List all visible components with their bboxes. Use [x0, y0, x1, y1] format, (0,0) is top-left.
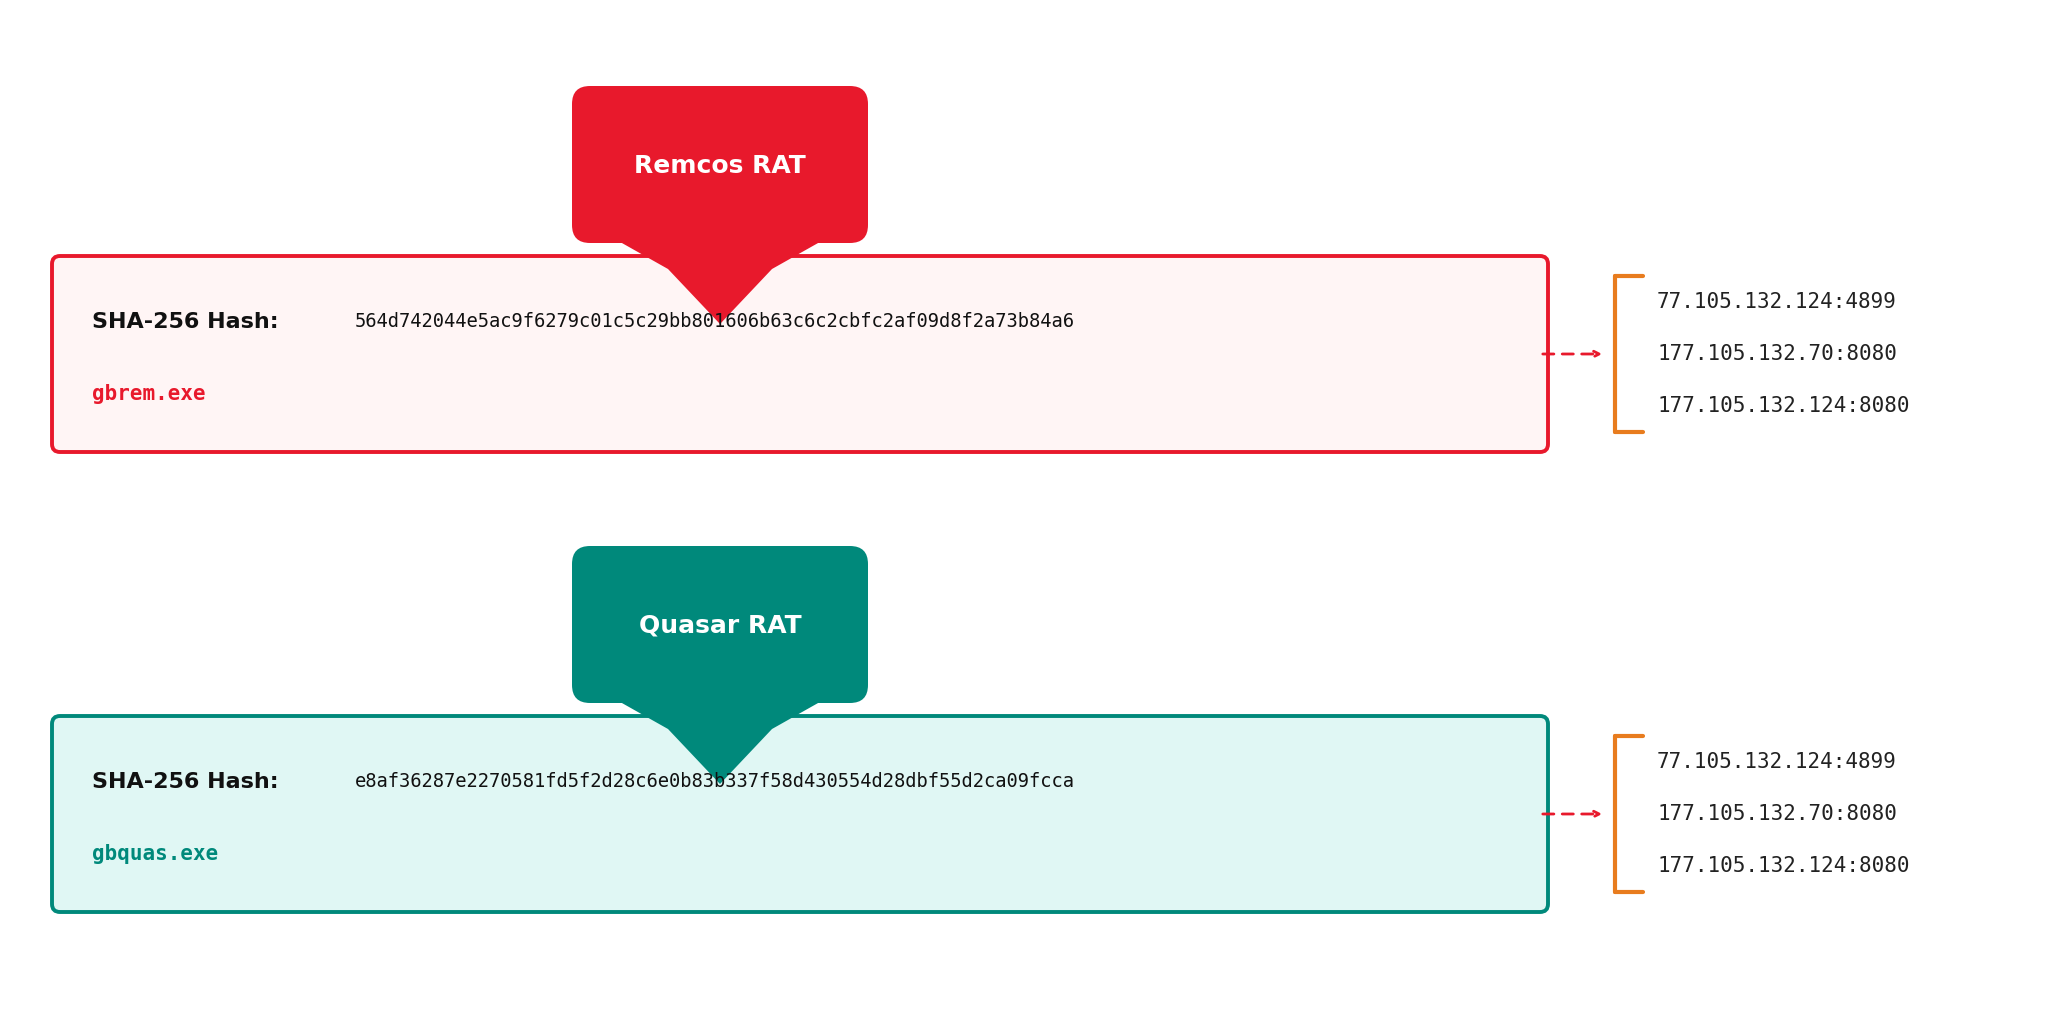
- Text: SHA-256 Hash:: SHA-256 Hash:: [92, 311, 295, 332]
- FancyBboxPatch shape: [571, 546, 868, 703]
- Text: 77.105.132.124:4899: 77.105.132.124:4899: [1657, 752, 1896, 772]
- Text: gbrem.exe: gbrem.exe: [92, 384, 205, 403]
- FancyBboxPatch shape: [51, 716, 1548, 912]
- Text: gbquas.exe: gbquas.exe: [92, 844, 219, 863]
- Text: 177.105.132.70:8080: 177.105.132.70:8080: [1657, 804, 1896, 824]
- Text: Remcos RAT: Remcos RAT: [635, 154, 805, 178]
- Text: 77.105.132.124:4899: 77.105.132.124:4899: [1657, 292, 1896, 312]
- Text: 177.105.132.124:8080: 177.105.132.124:8080: [1657, 396, 1909, 416]
- Polygon shape: [590, 564, 850, 784]
- FancyBboxPatch shape: [571, 86, 868, 243]
- Text: e8af36287e2270581fd5f2d28c6e0b83b337f58d430554d28dbf55d2ca09fcca: e8af36287e2270581fd5f2d28c6e0b83b337f58d…: [354, 772, 1075, 791]
- Text: 177.105.132.70:8080: 177.105.132.70:8080: [1657, 344, 1896, 364]
- Text: SHA-256 Hash:: SHA-256 Hash:: [92, 771, 295, 792]
- Text: 177.105.132.124:8080: 177.105.132.124:8080: [1657, 856, 1909, 876]
- Text: 564d742044e5ac9f6279c01c5c29bb801606b63c6c2cbfc2af09d8f2a73b84a6: 564d742044e5ac9f6279c01c5c29bb801606b63c…: [354, 312, 1075, 331]
- Text: Quasar RAT: Quasar RAT: [639, 613, 801, 638]
- FancyBboxPatch shape: [51, 256, 1548, 452]
- Polygon shape: [590, 104, 850, 324]
